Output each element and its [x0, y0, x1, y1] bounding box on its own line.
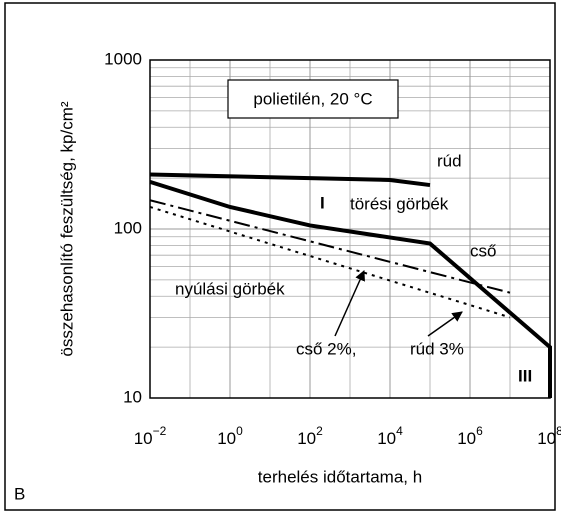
x-tick-label: 108: [537, 424, 561, 448]
annotation: I: [320, 193, 325, 212]
annotation: nyúlási görbék: [175, 279, 285, 298]
annotation: rúd: [437, 151, 462, 170]
x-tick-label: 106: [457, 424, 483, 448]
x-tick-label: 10−2: [134, 424, 167, 448]
annotation: cső: [470, 241, 496, 260]
plot-area: [149, 59, 551, 399]
y-axis-label: összehasonlító feszültség, kp/cm²: [57, 101, 76, 356]
series-line: [149, 199, 511, 294]
arrow: [334, 270, 365, 337]
series-line: [149, 172, 431, 188]
annotation: törési görbék: [350, 194, 449, 213]
y-tick-label: 100: [114, 218, 142, 237]
annotation: cső 2%,: [296, 339, 356, 358]
annotation: B: [14, 484, 25, 503]
series-line: [149, 206, 511, 319]
x-tick-label: 102: [297, 424, 323, 448]
y-tick-label: 1000: [104, 49, 142, 68]
x-axis-label: terhelés időtartama, h: [258, 467, 422, 486]
x-tick-label: 100: [217, 424, 243, 448]
y-tick-label: 10: [123, 387, 142, 406]
series-line: [149, 179, 552, 398]
annotation: polietilén, 20 °C: [253, 89, 372, 108]
annotation: III: [518, 366, 532, 385]
x-tick-label: 104: [377, 424, 403, 448]
series: [149, 172, 552, 398]
annotation-box: [227, 79, 399, 119]
arrow: [427, 311, 463, 337]
annotation: rúd 3%: [410, 339, 464, 358]
